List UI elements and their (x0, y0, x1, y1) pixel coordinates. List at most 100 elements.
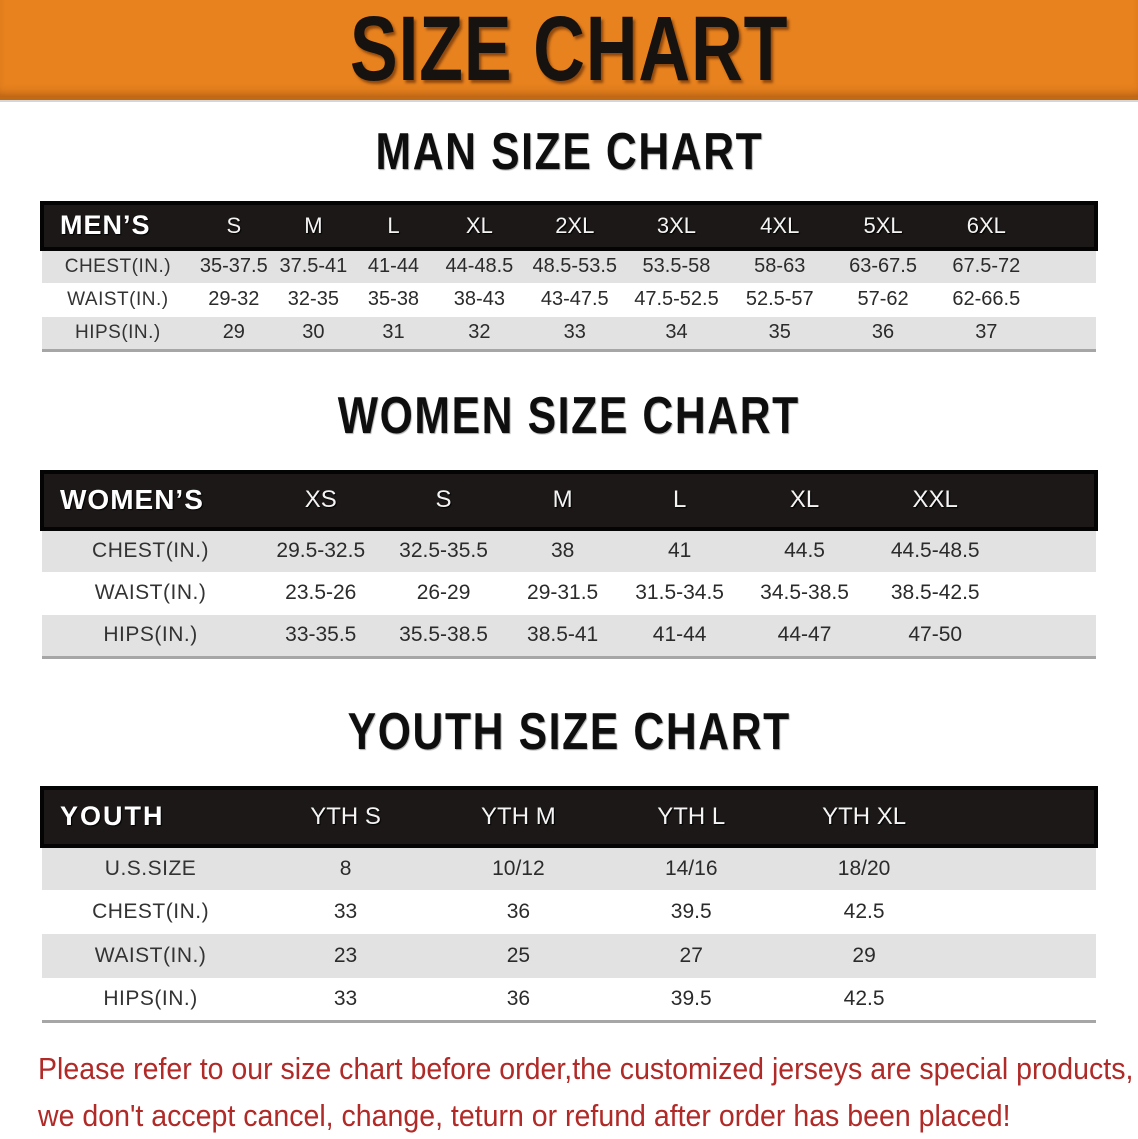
size-value: 23 (333, 943, 358, 967)
row-filler (951, 846, 1097, 890)
row-filler (1038, 249, 1096, 283)
size-column-header: XS (259, 469, 383, 531)
size-column-header: 6XL (934, 200, 1038, 251)
men-section-heading: MAN SIZE CHART (375, 123, 763, 181)
measurement-row-label: WAIST(IN.) (94, 943, 207, 967)
size-table-head: WOMEN’S XS S M L XL XXL (39, 469, 1098, 531)
size-column-header: YTH M (431, 785, 605, 848)
size-column-header: 4XL (728, 200, 832, 251)
size-value: 44-48.5 (445, 255, 514, 278)
size-value: 31 (382, 321, 405, 344)
women-size-section: WOMEN SIZE CHART WOMEN’S XS S M L XL XXL CHEST(… (0, 387, 1138, 660)
size-value: 10/12 (492, 856, 545, 880)
banner-title: SIZE CHART (349, 0, 789, 100)
size-chart-banner: SIZE CHART (0, 0, 1138, 100)
row-filler (951, 890, 1097, 934)
size-value: 35.5-38.5 (399, 623, 488, 647)
size-value: 29-32 (208, 288, 260, 311)
size-value: 37.5-41 (279, 255, 348, 278)
row-filler (951, 978, 1097, 1022)
size-value: 42.5 (843, 987, 885, 1011)
youth-section-heading: YOUTH SIZE CHART (347, 703, 791, 762)
measurement-row-label: CHEST(IN.) (64, 255, 172, 277)
size-column-header: M (504, 469, 621, 531)
header-filler (950, 785, 1098, 848)
measurement-row: CHEST(IN.) 29.5-32.5 32.5-35.5 38 41 44.5 44.5… (42, 528, 1096, 572)
size-value: 41-44 (367, 255, 420, 278)
size-table-head: YOUTH YTH S YTH M YTH L YTH XL (39, 785, 1098, 848)
measurement-row-label: CHEST(IN.) (92, 539, 210, 563)
size-table-header-row: WOMEN’S XS S M L XL XXL (39, 469, 1098, 531)
size-value: 25 (506, 943, 531, 967)
size-column-header: XL (434, 200, 525, 251)
row-filler (1038, 317, 1096, 351)
size-column-header: L (620, 469, 739, 531)
size-value: 33 (563, 321, 586, 344)
disclaimer: Please refer to our size chart before or… (0, 1023, 1138, 1139)
size-value: 58-63 (754, 255, 806, 278)
size-value: 47.5-52.5 (634, 288, 719, 311)
measurement-row-label: WAIST(IN.) (67, 288, 169, 310)
size-value: 32 (468, 321, 491, 344)
size-column-header: S (193, 200, 274, 251)
measurement-row: WAIST(IN.) 23 25 27 29 (42, 933, 1097, 978)
women-section-heading: WOMEN SIZE CHART (337, 387, 801, 446)
disclaimer-line-1: Please refer to our size chart before or… (38, 1051, 1134, 1087)
men-table-wrap: MEN’S S M L XL 2XL 3XL 4XL 5XL 6XL CHEST(IN.) 35-37… (0, 200, 1138, 353)
size-value: 67.5-72 (952, 255, 1021, 278)
size-value: 35 (768, 321, 791, 344)
size-column-header: S (382, 469, 505, 531)
row-filler (1000, 615, 1096, 658)
row-filler (1000, 572, 1096, 615)
size-value: 36 (871, 321, 895, 344)
size-value: 32.5-35.5 (399, 539, 488, 563)
size-table-body: CHEST(IN.) 35-37.5 37.5-41 41-44 44-48.5 48.5… (42, 248, 1096, 351)
size-column-header: 2XL (524, 200, 625, 251)
size-value: 57-62 (857, 288, 909, 311)
size-value: 38.5-42.5 (890, 581, 980, 605)
size-value: 36 (506, 987, 531, 1011)
size-value: 29.5-32.5 (276, 539, 366, 563)
size-table-head: MEN’S S M L XL 2XL 3XL 4XL 5XL 6XL (40, 200, 1099, 251)
size-value: 35-38 (367, 288, 420, 311)
size-value: 27 (679, 943, 703, 967)
row-filler (1000, 529, 1096, 572)
row-filler (1038, 283, 1096, 317)
size-value: 39.5 (670, 899, 712, 923)
size-value: 34 (665, 321, 688, 344)
size-column-header: 5XL (831, 200, 935, 251)
size-column-header: XL (738, 469, 871, 531)
size-value: 33-35.5 (285, 623, 357, 647)
size-value: 34.5-38.5 (760, 581, 849, 605)
measurement-row-label: U.S.SIZE (104, 856, 197, 880)
size-value: 38-43 (453, 288, 505, 311)
size-value: 44.5 (784, 539, 825, 563)
size-value: 42.5 (843, 899, 885, 923)
size-column-header: YTH S (259, 785, 432, 848)
youth-heading-row: YOUTH SIZE CHART (0, 705, 1138, 760)
table-group-label: WOMEN’S (39, 469, 260, 531)
size-value: 32-35 (287, 288, 339, 311)
measurement-row: CHEST(IN.) 35-37.5 37.5-41 41-44 44-48.5 48.5… (42, 248, 1096, 283)
size-column-header: 3XL (624, 200, 729, 251)
size-table-body: U.S.SIZE 8 10/12 14/16 18/20 CHEST(IN.) 33 36 39… (42, 845, 1097, 1022)
youth-size-section: YOUTH SIZE CHART YOUTH YTH S YTH M YTH L YTH… (0, 705, 1138, 1024)
size-value: 62-66.5 (952, 288, 1021, 311)
size-value: 33 (333, 987, 358, 1011)
size-value: 35-37.5 (199, 255, 268, 278)
size-table-body: CHEST(IN.) 29.5-32.5 32.5-35.5 38 41 44.5 44.5… (42, 528, 1096, 658)
size-value: 43-47.5 (540, 288, 609, 311)
size-value: 8 (339, 856, 352, 880)
disclaimer-line-2: we don't accept cancel, change, teturn o… (38, 1098, 1011, 1134)
size-column-header: L (352, 200, 435, 251)
size-column-header: XXL (870, 469, 1001, 531)
size-value: 37 (975, 321, 998, 344)
measurement-row-label: WAIST(IN.) (94, 581, 207, 605)
measurement-row: U.S.SIZE 8 10/12 14/16 18/20 (42, 845, 1097, 890)
size-value: 31.5-34.5 (635, 581, 724, 605)
size-value: 18/20 (837, 856, 891, 880)
row-filler (951, 934, 1097, 978)
size-table-header-row: MEN’S S M L XL 2XL 3XL 4XL 5XL 6XL (40, 200, 1099, 251)
men-size-section: MAN SIZE CHART MEN’S S M L XL 2XL 3XL 4XL 5XL 6XL… (0, 123, 1138, 353)
size-value: 30 (302, 321, 325, 344)
